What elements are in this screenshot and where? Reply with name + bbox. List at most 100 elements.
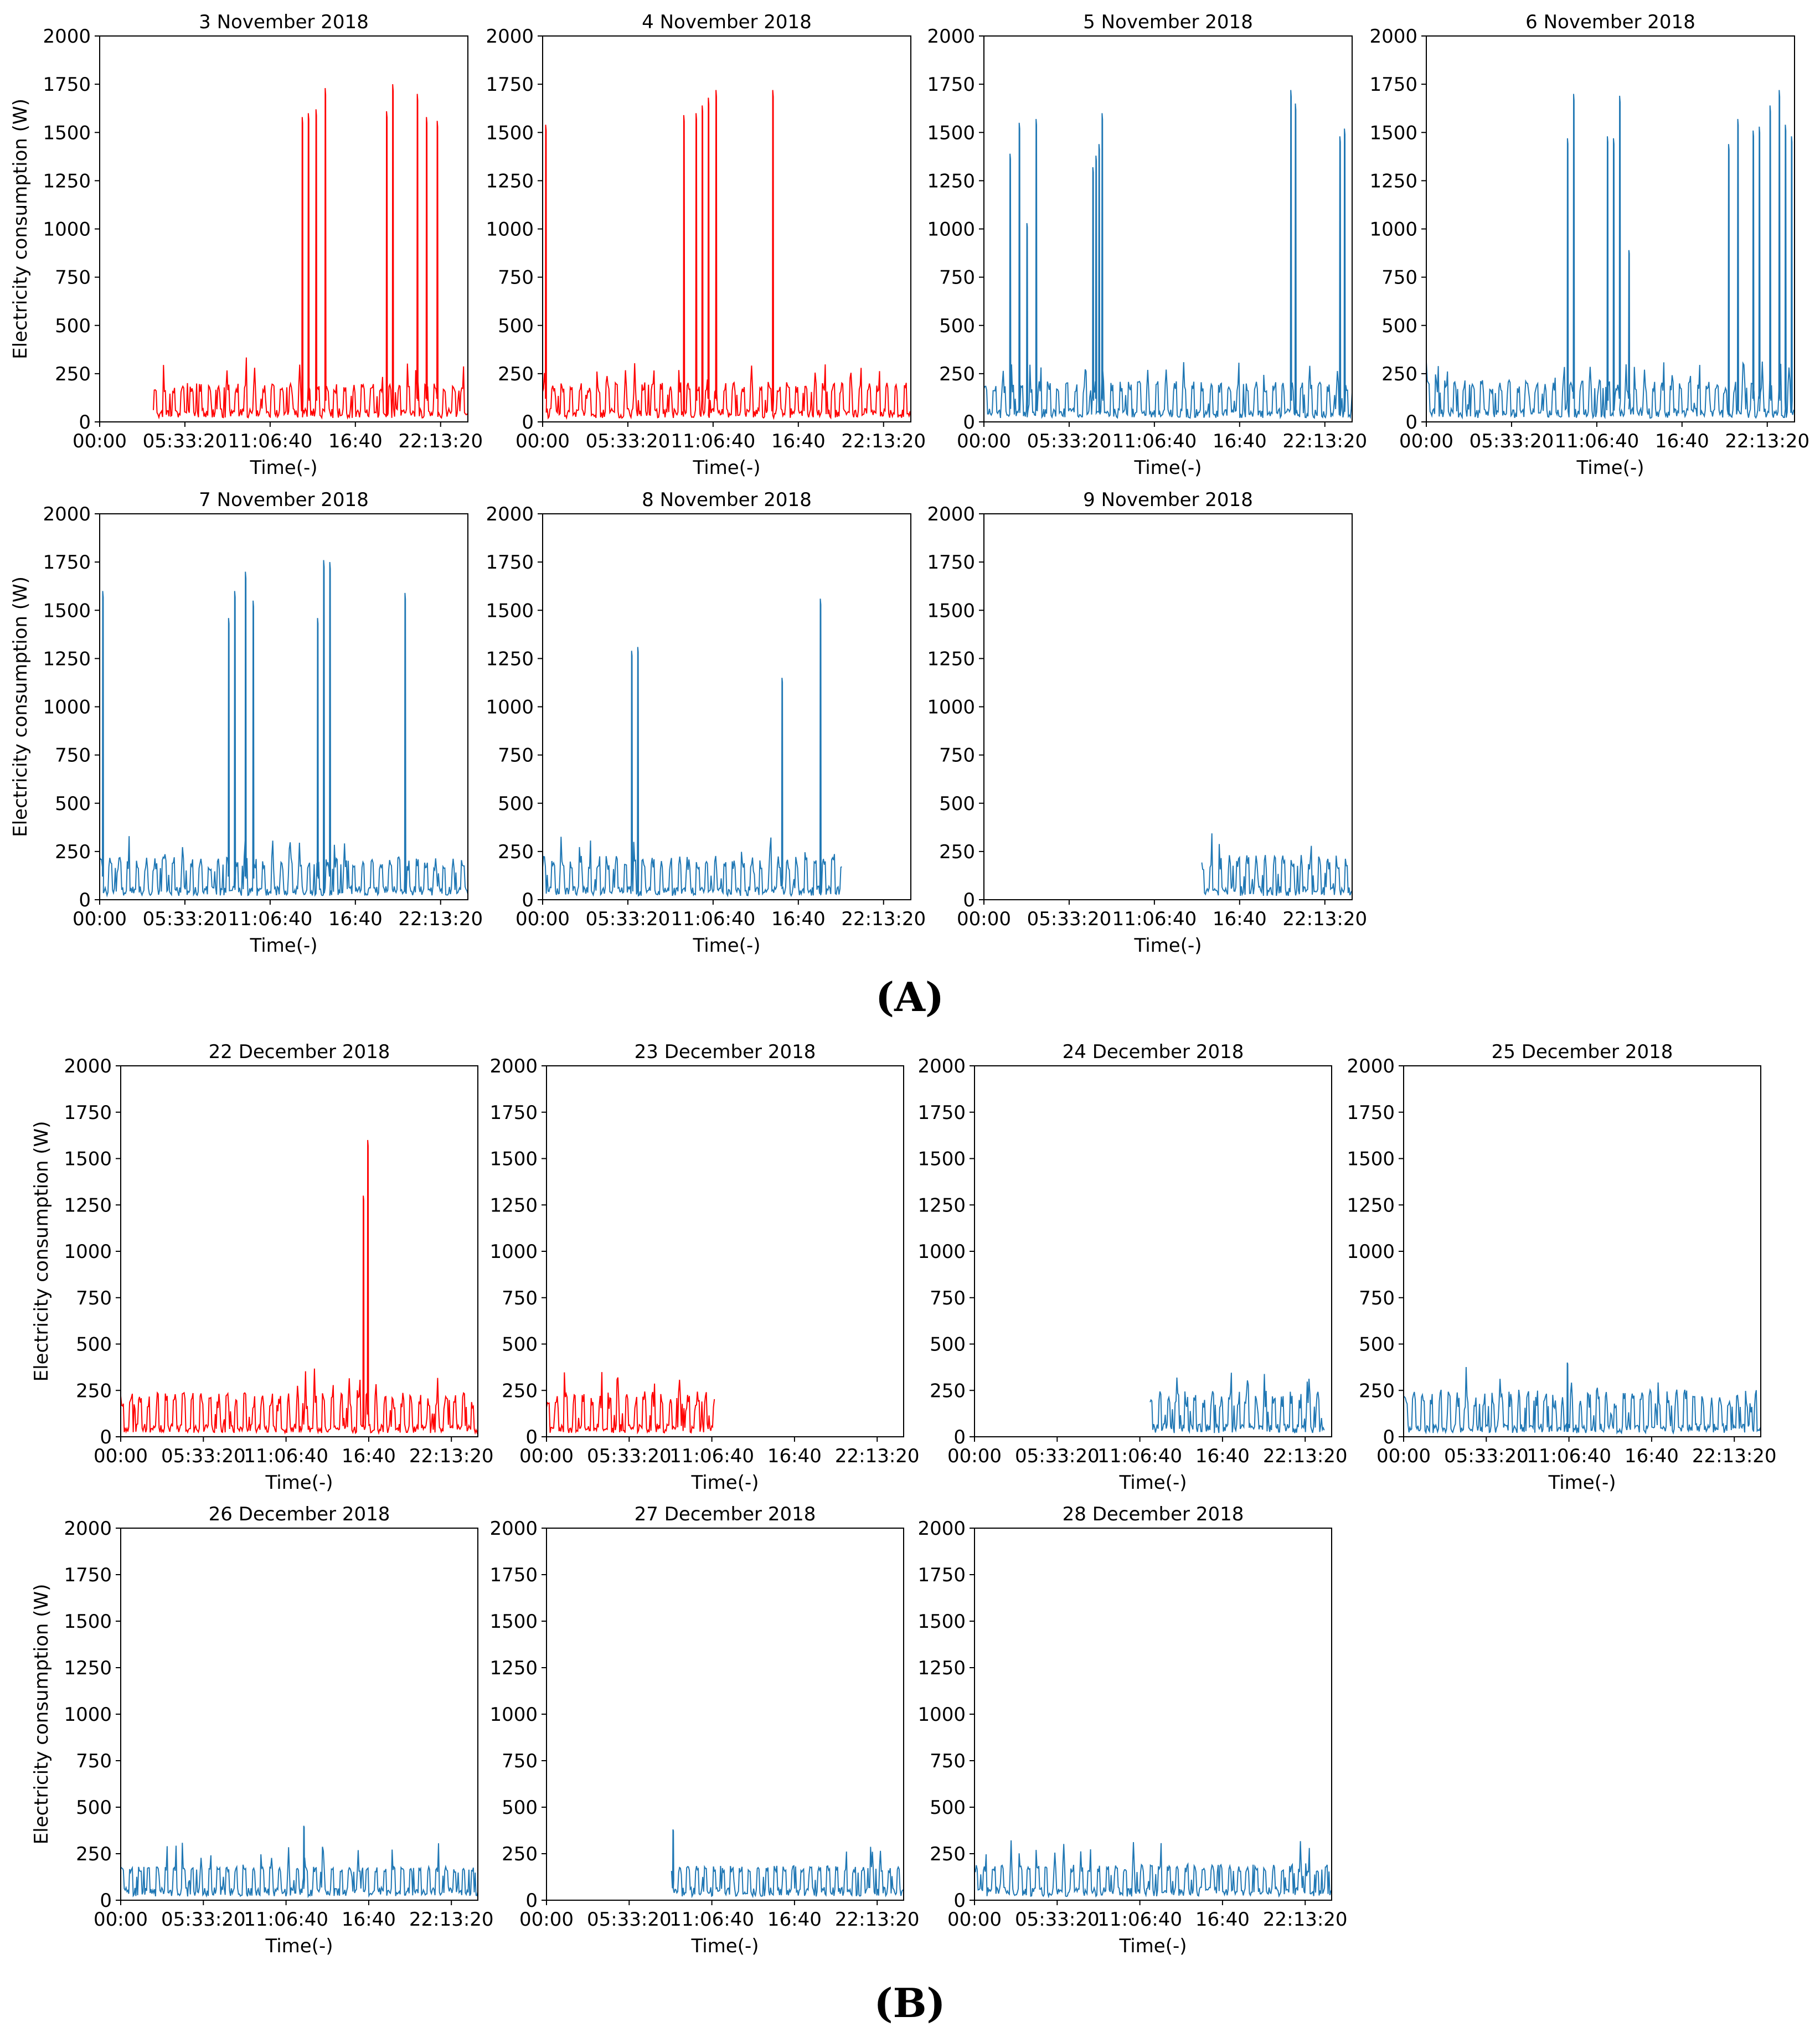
x-tick-label: 05:33:20 [143,908,228,930]
data-series-line [121,1139,478,1435]
x-tick-label: 00:00 [947,1445,1002,1467]
x-tick-label: 22:13:20 [398,908,483,930]
x-tick-label: 22:13:20 [1282,430,1367,452]
y-tick-label: 1500 [64,1611,112,1633]
y-tick-label: 1750 [489,1564,538,1586]
subplot-title: 28 December 2018 [1063,1503,1244,1525]
subplot-title: 5 November 2018 [1083,11,1253,33]
y-tick-label: 250 [76,1843,112,1865]
x-axis-label: Time(-) [1576,457,1644,479]
y-axis-label: Electricity consumption (W) [9,99,32,359]
y-tick-label: 500 [55,793,91,815]
data-series-line [1404,1362,1761,1435]
y-tick-label: 1250 [64,1657,112,1679]
subplot-title: 25 December 2018 [1492,1041,1673,1063]
y-tick-label: 750 [939,267,975,289]
y-tick-label: 2000 [927,503,975,525]
y-tick-label: 1750 [1369,74,1417,96]
subplot-title: 4 November 2018 [642,11,812,33]
y-tick-label: 1250 [927,170,975,192]
y-tick-label: 750 [55,745,91,767]
data-series-line [543,599,842,898]
y-tick-label: 1500 [486,600,534,622]
y-tick-label: 750 [930,1750,966,1772]
x-axis-label: Time(-) [1548,1472,1616,1494]
y-tick-label: 1500 [489,1611,538,1633]
x-tick-label: 22:13:20 [835,1445,920,1467]
x-tick-label: 05:33:20 [1470,430,1554,452]
x-tick-label: 00:00 [519,1909,574,1931]
x-tick-label: 22:13:20 [409,1909,494,1931]
subplot-4: 6 November 2018 0 250 500 750 1000 1250 1500 175… [1369,11,1809,479]
y-tick-label: 0 [1405,411,1417,434]
x-tick-label: 22:13:20 [1725,430,1809,452]
x-tick-label: 05:33:20 [1015,1445,1100,1467]
y-tick-label: 1250 [1369,170,1417,192]
y-tick-label: 1750 [43,74,91,96]
subplot-title: 8 November 2018 [642,489,812,511]
data-series-line [975,1840,1332,1899]
x-tick-label: 00:00 [94,1445,148,1467]
axes-frame [983,35,1353,422]
y-tick-label: 1250 [489,1657,538,1679]
x-tick-label: 11:06:40 [1112,430,1197,452]
axes-frame [546,1528,904,1901]
data-series-line [100,560,468,898]
x-tick-label: 11:06:40 [1555,430,1639,452]
y-tick-label: 1500 [1369,122,1417,144]
panel-a-label: (A) [875,973,944,1020]
y-tick-label: 1000 [1369,219,1417,241]
data-series-line [671,1829,904,1899]
y-tick-label: 1750 [917,1102,966,1124]
y-tick-label: 250 [55,841,91,863]
y-tick-label: 750 [1359,1287,1395,1309]
y-tick-label: 1500 [1347,1148,1395,1170]
x-tick-label: 16:40 [1213,430,1267,452]
x-tick-label: 11:06:40 [1097,1909,1182,1931]
x-tick-label: 22:13:20 [398,430,483,452]
x-tick-label: 11:06:40 [669,1445,754,1467]
x-tick-label: 05:33:20 [161,1909,246,1931]
x-tick-label: 05:33:20 [1027,908,1112,930]
x-tick-label: 16:40 [328,430,383,452]
y-tick-label: 1500 [64,1148,112,1170]
x-tick-label: 05:33:20 [587,1445,672,1467]
axes-frame [99,35,468,422]
x-tick-label: 00:00 [94,1909,148,1931]
x-tick-label: 05:33:20 [143,430,228,452]
y-tick-label: 2000 [1369,25,1417,48]
axes-frame [99,513,468,900]
y-tick-label: 1750 [43,551,91,574]
y-tick-label: 1000 [486,697,534,719]
y-tick-label: 750 [76,1750,112,1772]
data-series-line [1426,90,1795,420]
y-tick-label: 0 [963,889,975,911]
x-axis-label: Time(-) [1118,1472,1187,1494]
y-tick-label: 1500 [43,600,91,622]
y-tick-label: 1000 [489,1704,538,1726]
y-tick-label: 1750 [486,551,534,574]
x-tick-label: 00:00 [1376,1445,1431,1467]
subplot-6: 8 November 2018 0 250 500 750 1000 1250 1500 175… [486,489,926,957]
subplot-title: 23 December 2018 [635,1041,816,1063]
y-tick-label: 1750 [917,1564,966,1586]
y-tick-label: 2000 [927,25,975,48]
y-tick-label: 500 [1381,315,1417,337]
x-tick-label: 16:40 [767,1445,822,1467]
x-tick-label: 11:06:40 [244,1909,328,1931]
subplot-title: 24 December 2018 [1063,1041,1244,1063]
y-tick-label: 1000 [64,1241,112,1263]
y-tick-label: 500 [55,315,91,337]
x-tick-label: 11:06:40 [1112,908,1197,930]
y-tick-label: 2000 [43,503,91,525]
subplot-title: 22 December 2018 [209,1041,390,1063]
y-tick-label: 0 [963,411,975,434]
x-axis-label: Time(-) [690,1935,759,1957]
x-tick-label: 22:13:20 [841,430,926,452]
x-tick-label: 11:06:40 [671,430,756,452]
y-tick-label: 2000 [486,503,534,525]
x-tick-label: 16:40 [771,908,826,930]
x-tick-label: 22:13:20 [841,908,926,930]
y-tick-label: 0 [1383,1426,1395,1448]
y-tick-label: 250 [939,363,975,385]
